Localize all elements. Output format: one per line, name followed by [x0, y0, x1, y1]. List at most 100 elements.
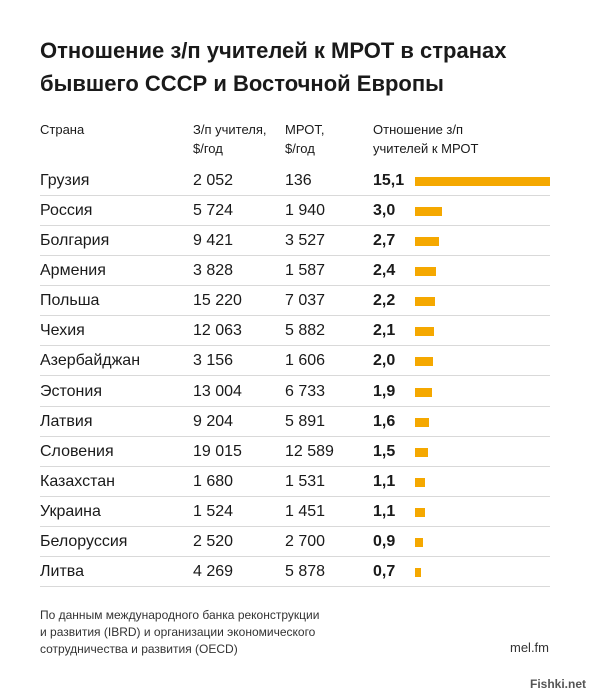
header-ratio-line-2: учителей к МРОТ	[373, 141, 479, 156]
mrot-cell: 5 878	[285, 563, 326, 581]
ratio-label: 1,9	[373, 382, 396, 400]
mrot-cell: 1 531	[285, 472, 326, 490]
ratio-label: 1,6	[373, 412, 396, 430]
mrot-cell: 1 940	[285, 202, 326, 220]
table-row: Россия 5 724 1 940 3,0	[40, 196, 550, 227]
table-row: Грузия 2 052 136 15,1	[40, 166, 550, 196]
table-row: Армения 3 828 1 587 2,4	[40, 256, 550, 287]
table-row: Словения 19 015 12 589 1,5	[40, 437, 550, 467]
ratio-label: 0,7	[373, 563, 396, 581]
table-row: Болгария 9 421 3 527 2,7	[40, 226, 550, 257]
ratio-bar	[415, 477, 425, 487]
salary-cell: 2 052	[193, 172, 234, 189]
ratio-label: 15,1	[373, 172, 405, 189]
salary-cell: 1 680	[193, 472, 234, 490]
mrot-cell: 12 589	[285, 442, 334, 460]
salary-cell: 3 828	[193, 262, 234, 280]
mrot-cell: 3 527	[285, 232, 326, 250]
ratio-bar	[415, 177, 550, 186]
ratio-bar	[415, 507, 425, 517]
mrot-cell: 5 882	[285, 322, 326, 340]
country-cell: Болгария	[40, 232, 110, 250]
table-row: Эстония 13 004 6 733 1,9	[40, 377, 550, 407]
salary-cell: 3 156	[193, 352, 234, 370]
table-row: Азербайджан 3 156 1 606 2,0	[40, 346, 550, 377]
ratio-bar	[415, 387, 432, 397]
salary-cell: 15 220	[193, 292, 242, 310]
footnote-line-2: и развития (IBRD) и организации экономич…	[40, 625, 316, 639]
mrot-cell: 1 587	[285, 262, 326, 280]
ratio-bar	[415, 447, 429, 457]
mrot-cell: 6 733	[285, 382, 326, 400]
ratio-label: 2,1	[373, 322, 396, 340]
country-cell: Чехия	[40, 322, 85, 340]
ratio-label: 0,9	[373, 532, 396, 550]
table-row: Белоруссия 2 520 2 700 0,9	[40, 527, 550, 557]
country-cell: Азербайджан	[40, 352, 141, 370]
chart-title: Отношение з/п учителей к МРОТ в странах …	[40, 34, 560, 100]
footnote-line-1: По данным международного банка реконстру…	[40, 608, 320, 622]
header-mrot-line-1: МРОТ,	[285, 122, 325, 137]
ratio-bar	[415, 297, 435, 307]
ratio-label: 2,7	[373, 232, 396, 250]
footnote-line-3: сотрудничества и развития (OECD)	[40, 642, 238, 656]
country-cell: Словения	[40, 442, 114, 460]
salary-cell: 19 015	[193, 442, 242, 460]
ratio-label: 2,2	[373, 292, 396, 310]
chart-title-line-2: бывшего СССР и Восточной Европы	[40, 71, 444, 96]
ratio-label: 2,0	[373, 352, 396, 370]
ratio-bar	[415, 568, 422, 578]
ratio-bar	[415, 267, 437, 277]
ratio-bar	[415, 537, 424, 547]
country-cell: Грузия	[40, 172, 90, 189]
mrot-cell: 2 700	[285, 532, 326, 550]
table-row: Казахстан 1 680 1 531 1,1	[40, 467, 550, 497]
watermark: Fishki.net	[529, 677, 586, 691]
mrot-cell: 136	[285, 172, 312, 189]
ratio-bar	[415, 237, 440, 247]
header-salary-line-2: $/год	[193, 141, 223, 156]
salary-cell: 4 269	[193, 563, 234, 581]
source-label: mel.fm	[510, 640, 549, 655]
header-salary-line-1: З/п учителя,	[193, 122, 267, 137]
table-row: Украина 1 524 1 451 1,1	[40, 497, 550, 527]
ratio-bar	[415, 417, 430, 427]
salary-cell: 1 524	[193, 502, 234, 520]
ratio-label: 1,1	[373, 472, 396, 490]
ratio-bar	[415, 327, 434, 337]
table-row: Чехия 12 063 5 882 2,1	[40, 316, 550, 347]
mrot-cell: 7 037	[285, 292, 326, 310]
header-salary: З/п учителя, $/год	[193, 120, 267, 158]
country-cell: Литва	[40, 563, 84, 581]
header-country: Страна	[40, 120, 84, 139]
ratio-label: 1,1	[373, 502, 396, 520]
chart-title-line-1: Отношение з/п учителей к МРОТ в странах	[40, 38, 507, 63]
ratio-label: 3,0	[373, 202, 396, 220]
header-ratio-line-1: Отношение з/п	[373, 122, 464, 137]
country-cell: Польша	[40, 292, 100, 310]
ratio-bar	[415, 357, 433, 367]
header-country-label: Страна	[40, 122, 85, 137]
country-cell: Белоруссия	[40, 532, 128, 550]
header-mrot-line-2: $/год	[285, 141, 315, 156]
salary-cell: 12 063	[193, 322, 242, 340]
country-cell: Украина	[40, 502, 101, 520]
mrot-cell: 1 451	[285, 502, 326, 520]
header-ratio: Отношение з/п учителей к МРОТ	[373, 120, 478, 158]
header-mrot: МРОТ, $/год	[285, 120, 324, 158]
salary-cell: 9 204	[193, 412, 234, 430]
ratio-bar	[415, 207, 442, 217]
ratio-label: 1,5	[373, 442, 396, 460]
table-row: Латвия 9 204 5 891 1,6	[40, 407, 550, 437]
salary-cell: 9 421	[193, 232, 234, 250]
ratio-label: 2,4	[373, 262, 396, 280]
country-cell: Эстония	[40, 382, 102, 400]
country-cell: Россия	[40, 202, 93, 220]
salary-cell: 13 004	[193, 382, 242, 400]
salary-cell: 2 520	[193, 532, 234, 550]
salary-cell: 5 724	[193, 202, 234, 220]
country-cell: Казахстан	[40, 472, 115, 490]
mrot-cell: 1 606	[285, 352, 326, 370]
mrot-cell: 5 891	[285, 412, 326, 430]
footnote: По данным международного банка реконстру…	[40, 607, 319, 658]
